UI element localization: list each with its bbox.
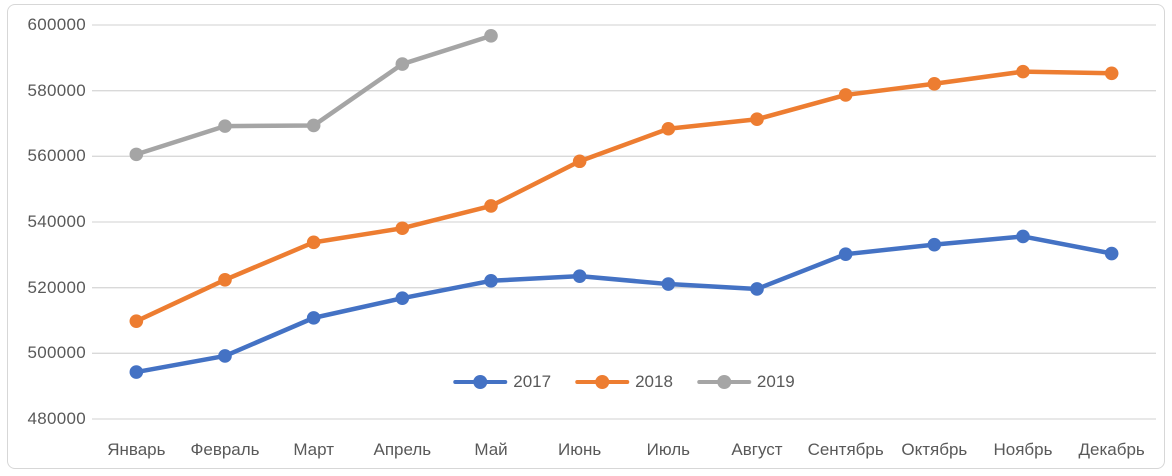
data-point-2019-Март[interactable] [306, 118, 321, 133]
data-point-2017-Февраль[interactable] [218, 349, 232, 363]
data-point-2017-Октябрь[interactable] [927, 237, 942, 252]
x-tick-label-Апрель: Апрель [373, 440, 432, 459]
data-point-2018-Июнь[interactable] [572, 154, 587, 169]
data-point-2017-Сентябрь[interactable] [838, 247, 853, 261]
x-tick-label-Август: Август [731, 440, 783, 459]
chart-frame-border [7, 4, 1165, 469]
data-point-2018-Март[interactable] [306, 235, 321, 250]
data-point-2017-Декабрь[interactable] [1104, 246, 1119, 261]
x-tick-label-Октябрь: Октябрь [901, 440, 968, 459]
y-tick-label-480000: 480000 [27, 409, 86, 428]
y-tick-label-520000: 520000 [27, 277, 86, 297]
data-point-2017-Май[interactable] [484, 273, 498, 288]
legend-marker-2019-icon [696, 371, 751, 393]
x-tick-label-Январь: Январь [107, 440, 166, 459]
data-point-2017-Апрель[interactable] [395, 291, 410, 305]
data-point-2019-Февраль[interactable] [218, 119, 232, 133]
x-tick-label-Май: Май [474, 440, 508, 459]
legend-label-2019: 2019 [756, 372, 795, 391]
data-point-2019-Январь[interactable] [129, 147, 144, 162]
data-point-2017-Август[interactable] [750, 282, 764, 296]
y-tick-label-500000: 500000 [27, 343, 86, 363]
legend-label-2017: 2017 [513, 372, 552, 391]
series-line-2018[interactable] [134, 69, 1114, 324]
data-point-2018-Октябрь[interactable] [927, 76, 942, 91]
legend-label-2018: 2018 [635, 372, 673, 391]
series-line-2017[interactable] [134, 234, 1114, 375]
legend-item-2017[interactable]: 2017 [453, 371, 551, 393]
data-point-2018-Декабрь[interactable] [1104, 66, 1119, 81]
data-point-2018-Сентябрь[interactable] [838, 88, 853, 102]
data-point-2018-Ноябрь[interactable] [1016, 64, 1030, 79]
x-tick-label-Июнь: Июнь [558, 440, 602, 459]
y-tick-label-560000: 560000 [27, 146, 86, 166]
data-point-2019-Май[interactable] [484, 29, 498, 43]
y-tick-label-540000: 540000 [27, 212, 86, 231]
x-tick-label-Сентябрь: Сентябрь [807, 440, 884, 459]
data-point-2017-Июнь[interactable] [572, 269, 587, 283]
data-point-2018-Февраль[interactable] [218, 272, 232, 287]
data-point-2017-Ноябрь[interactable] [1016, 229, 1030, 244]
data-point-2018-Август[interactable] [750, 112, 764, 127]
x-tick-label-Июль: Июль [646, 440, 691, 459]
legend-item-2018[interactable]: 2018 [575, 371, 673, 393]
legend-marker-2018-icon [575, 371, 630, 393]
data-point-2017-Март[interactable] [306, 311, 321, 325]
data-point-2018-Май[interactable] [484, 199, 498, 213]
data-point-2019-Апрель[interactable] [395, 57, 410, 71]
y-tick-label-580000: 580000 [27, 80, 86, 100]
data-point-2018-Июль[interactable] [661, 121, 676, 136]
x-tick-label-Ноябрь: Ноябрь [993, 440, 1053, 459]
data-point-2018-Апрель[interactable] [395, 221, 410, 236]
legend-marker-2017-icon [453, 371, 508, 393]
legend-item-2019[interactable]: 2019 [696, 371, 795, 393]
data-point-2017-Январь[interactable] [129, 365, 144, 379]
y-tick-label-600000: 600000 [27, 15, 86, 34]
legend: 2017 2018 2019 [453, 371, 795, 393]
x-tick-label-Февраль: Февраль [190, 440, 260, 459]
x-tick-label-Март: Март [293, 440, 334, 459]
data-point-2018-Январь[interactable] [129, 314, 144, 328]
data-point-2017-Июль[interactable] [661, 277, 676, 291]
x-tick-label-Декабрь: Декабрь [1078, 440, 1145, 459]
series-line-2019[interactable] [134, 33, 494, 157]
